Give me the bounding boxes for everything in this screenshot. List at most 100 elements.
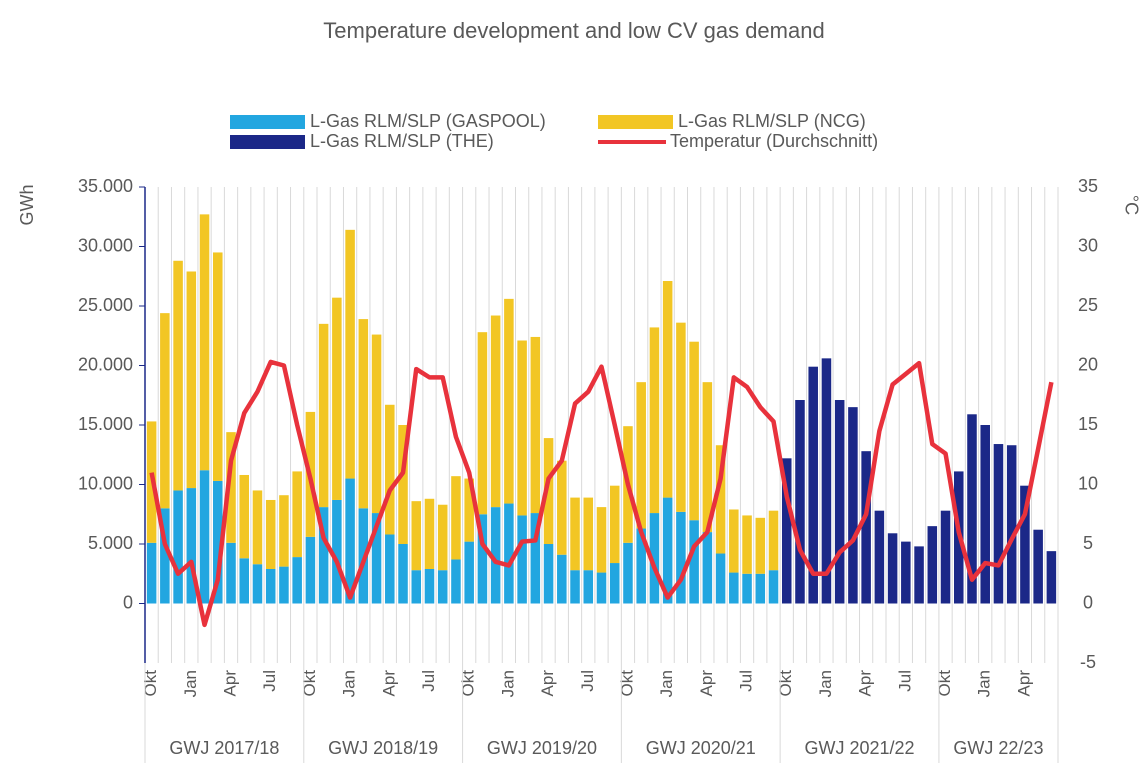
- x-tick-label: Apr: [856, 670, 875, 697]
- group-label: GWJ 2020/21: [646, 738, 756, 758]
- bar: [385, 534, 395, 604]
- x-tick-label: Jan: [816, 670, 835, 697]
- x-tick-label: Jan: [975, 670, 994, 697]
- bar: [636, 382, 646, 529]
- bar: [279, 566, 289, 604]
- bar: [662, 497, 673, 604]
- bar: [834, 400, 845, 604]
- x-tick-label: Jul: [895, 670, 914, 692]
- bar: [398, 425, 408, 544]
- bar: [808, 366, 818, 604]
- bar: [451, 476, 461, 560]
- bar: [517, 515, 527, 604]
- bar: [768, 570, 779, 604]
- bar: [199, 214, 210, 471]
- bar: [146, 542, 157, 604]
- bar: [437, 570, 448, 604]
- y-tick-label: 25.000: [78, 295, 133, 315]
- bar: [742, 573, 752, 604]
- bar: [848, 407, 858, 604]
- bar: [821, 358, 832, 604]
- bar: [557, 460, 567, 555]
- bar: [490, 507, 501, 604]
- x-tick-label: Apr: [220, 670, 239, 697]
- bar: [464, 541, 474, 604]
- y-tick-label: 20.000: [78, 354, 133, 374]
- x-tick-label: Okt: [935, 670, 954, 697]
- bar: [676, 511, 686, 604]
- y2-tick-label: 20: [1078, 354, 1098, 374]
- bar: [557, 554, 567, 604]
- bar: [504, 503, 514, 604]
- bar: [755, 517, 766, 574]
- group-label: GWJ 2019/20: [487, 738, 597, 758]
- x-tick-label: Jul: [260, 670, 279, 692]
- y2-tick-label: -5: [1080, 652, 1096, 672]
- bar: [226, 432, 236, 543]
- bar: [265, 499, 276, 569]
- bar: [279, 495, 289, 567]
- bar: [729, 572, 739, 604]
- bar: [345, 478, 355, 604]
- y-tick-label: 10.000: [78, 473, 133, 493]
- y-axis-title: GWh: [17, 184, 37, 225]
- bar: [649, 513, 660, 604]
- bar: [292, 557, 302, 604]
- bar: [583, 497, 594, 571]
- bar: [543, 544, 554, 604]
- bar: [623, 542, 633, 604]
- y-tick-label: 5.000: [88, 533, 133, 553]
- bar: [609, 485, 620, 564]
- bar: [715, 553, 726, 604]
- y-tick-label: 35.000: [78, 176, 133, 196]
- bar: [543, 438, 554, 544]
- bar: [160, 313, 170, 509]
- x-tick-label: Okt: [459, 670, 478, 697]
- bar: [186, 271, 197, 489]
- y2-tick-label: 10: [1078, 473, 1098, 493]
- bar: [940, 510, 951, 604]
- x-tick-label: Okt: [141, 670, 160, 697]
- y-tick-label: 0: [123, 592, 133, 612]
- y-tick-label: 30.000: [78, 235, 133, 255]
- bar: [411, 501, 422, 571]
- bar: [596, 507, 607, 573]
- y2-tick-label: 35: [1078, 176, 1098, 196]
- bar: [424, 498, 435, 569]
- x-tick-label: Apr: [379, 670, 398, 697]
- bar: [332, 499, 342, 604]
- bar: [927, 526, 938, 604]
- bar: [967, 414, 977, 604]
- group-label: GWJ 22/23: [953, 738, 1043, 758]
- bar: [914, 546, 924, 604]
- bar: [213, 480, 223, 604]
- bar: [1020, 485, 1030, 604]
- bar: [768, 510, 779, 571]
- x-tick-label: Apr: [538, 670, 557, 697]
- x-tick-label: Jan: [181, 670, 200, 697]
- x-tick-label: Jul: [419, 670, 438, 692]
- bar: [252, 564, 263, 604]
- bar: [755, 573, 766, 604]
- bar: [173, 490, 183, 604]
- bar: [517, 340, 527, 516]
- x-tick-label: Jul: [737, 670, 756, 692]
- x-tick-label: Okt: [617, 670, 636, 697]
- legend-label: L-Gas RLM/SLP (THE): [310, 131, 494, 151]
- x-tick-label: Jan: [340, 670, 359, 697]
- bar: [345, 229, 355, 479]
- x-tick-label: Okt: [776, 670, 795, 697]
- bar: [689, 341, 699, 521]
- bar: [318, 507, 329, 604]
- bar: [504, 298, 514, 504]
- bar: [490, 315, 501, 508]
- x-tick-label: Okt: [300, 670, 319, 697]
- bar: [609, 563, 620, 604]
- bar: [662, 281, 673, 498]
- bar: [371, 334, 382, 514]
- bar: [213, 252, 223, 481]
- bar: [358, 319, 369, 509]
- y2-axis-title: °C: [1121, 195, 1141, 215]
- bar: [186, 488, 197, 604]
- group-label: GWJ 2021/22: [804, 738, 914, 758]
